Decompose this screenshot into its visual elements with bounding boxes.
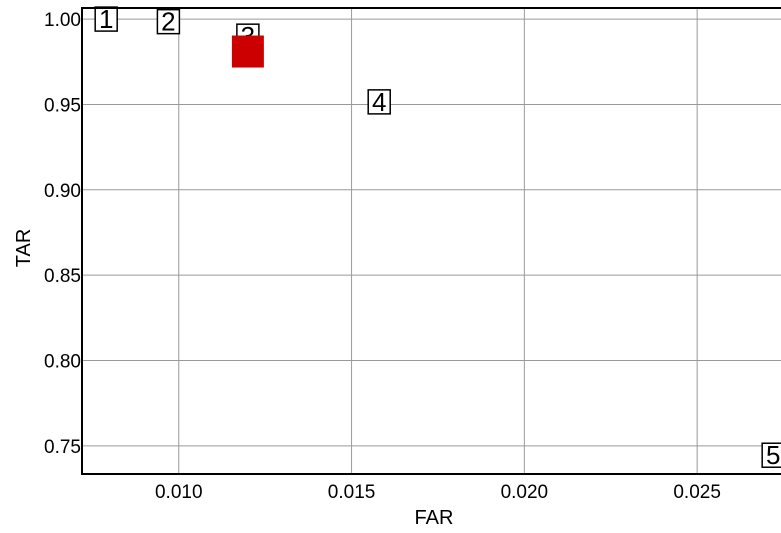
data-point-label: 2 — [161, 7, 175, 37]
highlight-marker — [231, 35, 264, 68]
data-point-4: 4 — [367, 87, 391, 117]
y-tick-label: 0.90 — [44, 181, 81, 202]
y-tick-label: 0.95 — [44, 95, 81, 116]
x-tick-label: 0.020 — [501, 482, 549, 503]
y-tick-label: 0.80 — [44, 351, 81, 372]
grid-lines — [82, 8, 781, 474]
x-tick-label: 0.010 — [155, 482, 203, 503]
data-point-5: 5 — [761, 440, 781, 470]
data-point-label: 1 — [99, 4, 113, 34]
data-points: 12345 — [94, 4, 781, 470]
x-tick-label: 0.025 — [673, 482, 721, 503]
y-tick-label: 0.75 — [44, 437, 81, 458]
x-tick-label: 0.015 — [328, 482, 376, 503]
plot-frame — [81, 7, 781, 475]
data-point-2: 2 — [156, 7, 181, 37]
y-tick-label: 1.00 — [44, 10, 81, 31]
y-axis-label: TAR — [13, 229, 35, 268]
data-point-box — [761, 442, 781, 468]
y-axis-ticks: 0.75 0.80 0.85 0.90 0.95 1.00 — [44, 10, 81, 458]
data-point-box — [156, 8, 181, 35]
data-point-label: 5 — [766, 440, 780, 470]
data-point-label: 4 — [372, 87, 386, 117]
x-axis-ticks: 0.010 0.015 0.020 0.025 — [155, 482, 721, 503]
x-axis-label: FAR — [415, 507, 454, 529]
y-tick-label: 0.85 — [44, 266, 81, 287]
data-point-box — [367, 89, 391, 115]
